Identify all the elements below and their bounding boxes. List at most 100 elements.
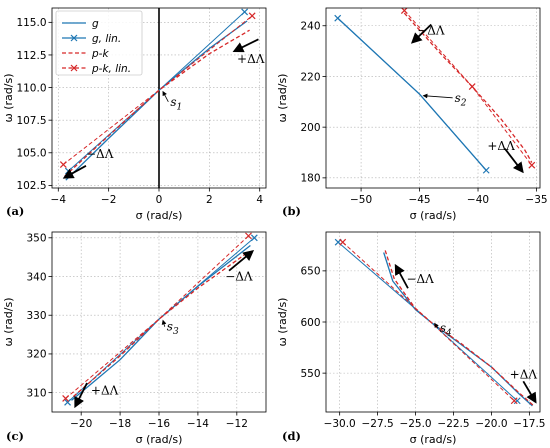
series-marker-g_lin <box>241 8 249 16</box>
point-label: s4 <box>440 321 452 339</box>
direction-arrow <box>410 23 432 44</box>
point-leader-arrow <box>434 322 439 329</box>
x-tick: −18 <box>109 412 131 430</box>
grid <box>52 232 266 412</box>
y-tick: 110.0 <box>16 82 52 94</box>
x-tick-label: −20.0 <box>475 418 507 430</box>
x-tick: −20.0 <box>475 412 508 430</box>
direction-label: −ΔΛ <box>417 24 445 38</box>
x-tick: −4 <box>51 188 67 206</box>
x-axis-label: σ (rad/s) <box>136 209 183 222</box>
y-tick: 650 <box>300 266 326 278</box>
y-tick: 200 <box>300 122 326 134</box>
legend-marker <box>70 34 78 42</box>
x-tick: −20 <box>70 412 92 430</box>
series-marker-pk_lin <box>59 161 67 168</box>
direction-label: −ΔΛ <box>225 269 253 283</box>
direction-arrow <box>228 249 255 272</box>
chart-panel: −30.0 −27.5 −25.0 −22.5 −20.0 −17.5 550 600 650 σ… <box>276 231 545 446</box>
marker-stroke <box>334 14 342 22</box>
series-line-g_lin <box>68 11 245 172</box>
y-tick-label: 107.5 <box>16 115 46 127</box>
y-tick: 340 <box>26 271 52 283</box>
x-tick-label: −12 <box>226 418 248 430</box>
direction-label: +ΔΛ <box>510 367 538 381</box>
y-tick: 600 <box>300 317 326 329</box>
y-tick-label: 112.5 <box>16 50 46 62</box>
axes-frame <box>325 7 541 189</box>
direction-label: +ΔΛ <box>237 52 265 66</box>
point-leader-arrow <box>422 93 453 99</box>
x-tick-label: −27.5 <box>362 418 394 430</box>
y-tick-label: 350 <box>26 233 46 245</box>
y-tick-label: 340 <box>26 271 46 283</box>
legend-entry: p-k <box>62 48 109 60</box>
series-line-g_lin <box>337 241 518 402</box>
y-tick-label: 105.0 <box>16 148 46 160</box>
x-tick: −17.5 <box>513 412 545 430</box>
plot-area <box>334 8 536 174</box>
direction-arrow <box>522 380 537 404</box>
y-tick: 220 <box>300 71 326 83</box>
marker-stroke <box>339 238 347 246</box>
direction-arrow <box>504 148 524 174</box>
legend-label: p-k <box>91 48 109 60</box>
x-tick-label: −16 <box>148 418 170 430</box>
x-tick: −30.0 <box>324 412 356 430</box>
plot-area <box>334 238 535 407</box>
x-tick-label: 2 <box>206 194 213 206</box>
y-tick: 107.5 <box>16 115 52 127</box>
marker-stroke <box>510 397 518 405</box>
y-axis-label: ω (rad/s) <box>276 298 289 347</box>
y-tick-label: 320 <box>26 349 46 361</box>
y-tick-label: 310 <box>26 387 46 399</box>
direction-label: +ΔΛ <box>487 139 515 153</box>
y-tick-label: 550 <box>300 368 320 380</box>
series-marker-g_lin <box>513 397 521 405</box>
x-tick-label: −22.5 <box>437 418 469 430</box>
series-line-pk <box>64 29 250 177</box>
series-line-pk <box>72 252 247 397</box>
series-line-pk_lin <box>62 15 253 165</box>
y-tick-label: 180 <box>300 173 320 185</box>
series-marker-pk_lin <box>510 397 518 405</box>
grid <box>326 232 540 412</box>
x-tick-label: −17.5 <box>513 418 545 430</box>
y-tick-label: 650 <box>300 266 320 278</box>
chart-panel: −4 −2 0 2 4 102.5 105.0 107.5 110.0 112.5 115.0 σ (… <box>2 7 267 222</box>
marker-stroke <box>248 12 256 20</box>
y-tick: 115.0 <box>16 17 52 29</box>
y-tick: 180 <box>300 173 326 185</box>
panel-label: (b) <box>282 204 301 218</box>
series-line-pk_lin <box>403 10 533 166</box>
grid <box>326 8 540 188</box>
marker-stroke <box>513 397 521 405</box>
series-line-g_lin <box>337 17 487 171</box>
series-marker-g_lin <box>334 14 342 22</box>
legend-label: g <box>92 18 99 30</box>
series-marker-pk_lin <box>248 12 256 20</box>
y-tick-label: 115.0 <box>16 17 46 29</box>
series-line-g <box>71 244 251 401</box>
y-tick: 112.5 <box>16 50 52 62</box>
legend-label: p-k, lin. <box>91 63 131 75</box>
panel-label: (d) <box>282 429 301 443</box>
legend-entry: g <box>62 18 99 30</box>
point-label: s3 <box>167 320 179 338</box>
x-tick: 4 <box>256 188 263 206</box>
x-tick-label: −2 <box>101 194 116 206</box>
legend-marker <box>70 64 78 72</box>
direction-label: +ΔΛ <box>91 384 119 398</box>
x-tick: 0 <box>156 188 162 206</box>
x-tick-label: −4 <box>51 194 67 206</box>
chart-panel: −20 −18 −16 −14 −12 310 320 330 340 350 σ (rad/s) ω… <box>2 231 267 446</box>
axes-frame <box>51 7 267 189</box>
x-tick-label: 4 <box>256 194 263 206</box>
y-tick: 310 <box>26 387 52 399</box>
y-axis-label: ω (rad/s) <box>2 298 15 347</box>
y-tick-label: 200 <box>300 122 320 134</box>
marker-stroke <box>59 161 67 168</box>
series-line-pk <box>384 250 535 407</box>
direction-label: −ΔΛ <box>406 272 434 286</box>
